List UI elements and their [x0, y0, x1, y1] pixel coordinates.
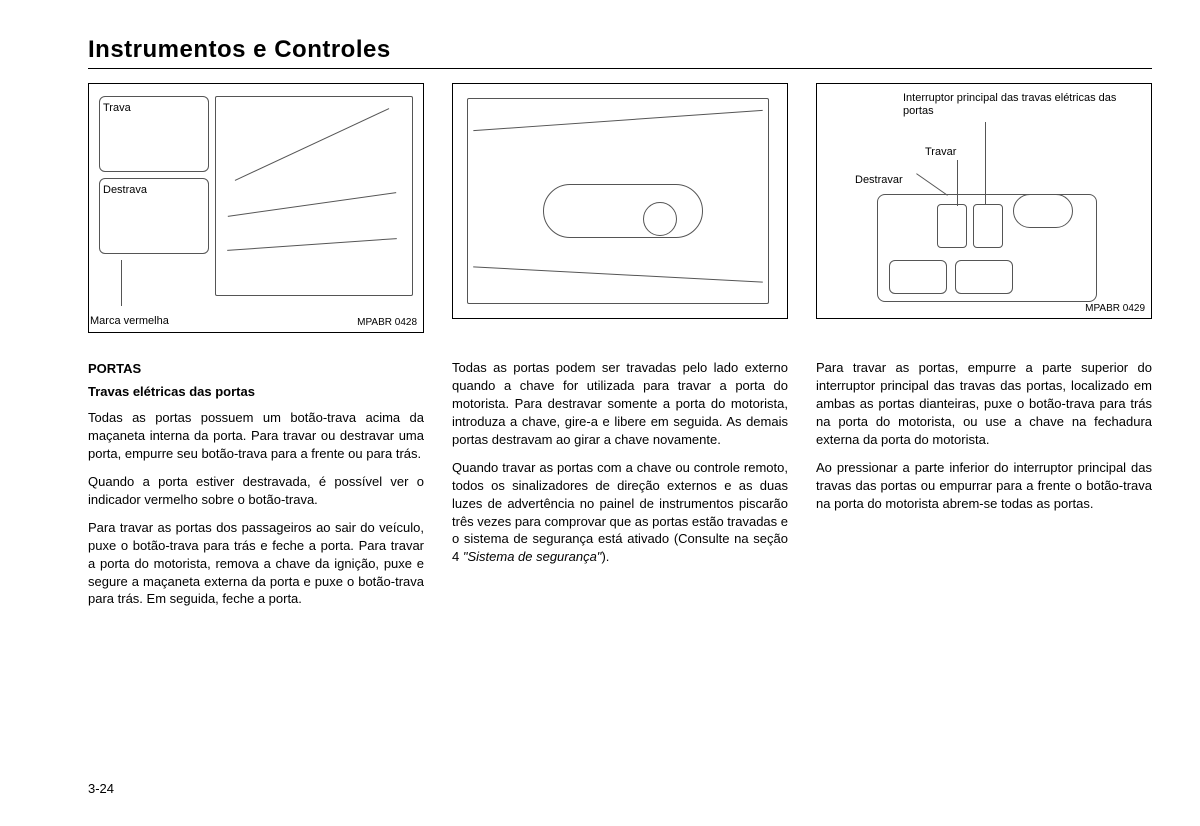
column-1: Trava Destrava MPABR 0428 Marca vermelha… — [88, 83, 424, 618]
figure-3-code: MPABR 0429 — [1085, 303, 1145, 314]
col2-p2-b: ). — [601, 549, 609, 564]
page-title: Instrumentos e Controles — [88, 36, 1152, 64]
figure-3: Interruptor principal das travas elétric… — [816, 83, 1152, 319]
col1-p1: Todas as portas possuem um botão-trava a… — [88, 409, 424, 463]
columns-container: Trava Destrava MPABR 0428 Marca vermelha… — [88, 83, 1152, 618]
col3-p1: Para travar as portas, empurre a parte s… — [816, 359, 1152, 449]
col2-p2-em: "Sistema de segurança" — [463, 549, 602, 564]
figure-1: Trava Destrava MPABR 0428 — [88, 83, 424, 333]
figure-3-label-main: Interruptor principal das travas elétric… — [903, 92, 1123, 118]
page-number: 3-24 — [88, 781, 114, 796]
section-heading-portas: PORTAS — [88, 361, 424, 376]
title-rule — [88, 68, 1152, 69]
col1-p2: Quando a porta estiver destravada, é pos… — [88, 473, 424, 509]
col3-p2: Ao pressionar a parte inferior do interr… — [816, 459, 1152, 513]
figure-3-label-destravar: Destravar — [855, 174, 903, 186]
figure-1-label-marca: Marca vermelha — [90, 315, 426, 327]
col1-p3: Para travar as portas dos passageiros ao… — [88, 519, 424, 609]
sub-heading-travas: Travas elétricas das portas — [88, 384, 424, 399]
column-2: Todas as portas podem ser travadas pelo … — [452, 83, 788, 618]
col2-p2: Quando travar as portas com a chave ou c… — [452, 459, 788, 567]
figure-2 — [452, 83, 788, 319]
figure-3-label-travar: Travar — [925, 146, 956, 158]
col2-p1: Todas as portas podem ser travadas pelo … — [452, 359, 788, 449]
column-3: Interruptor principal das travas elétric… — [816, 83, 1152, 618]
